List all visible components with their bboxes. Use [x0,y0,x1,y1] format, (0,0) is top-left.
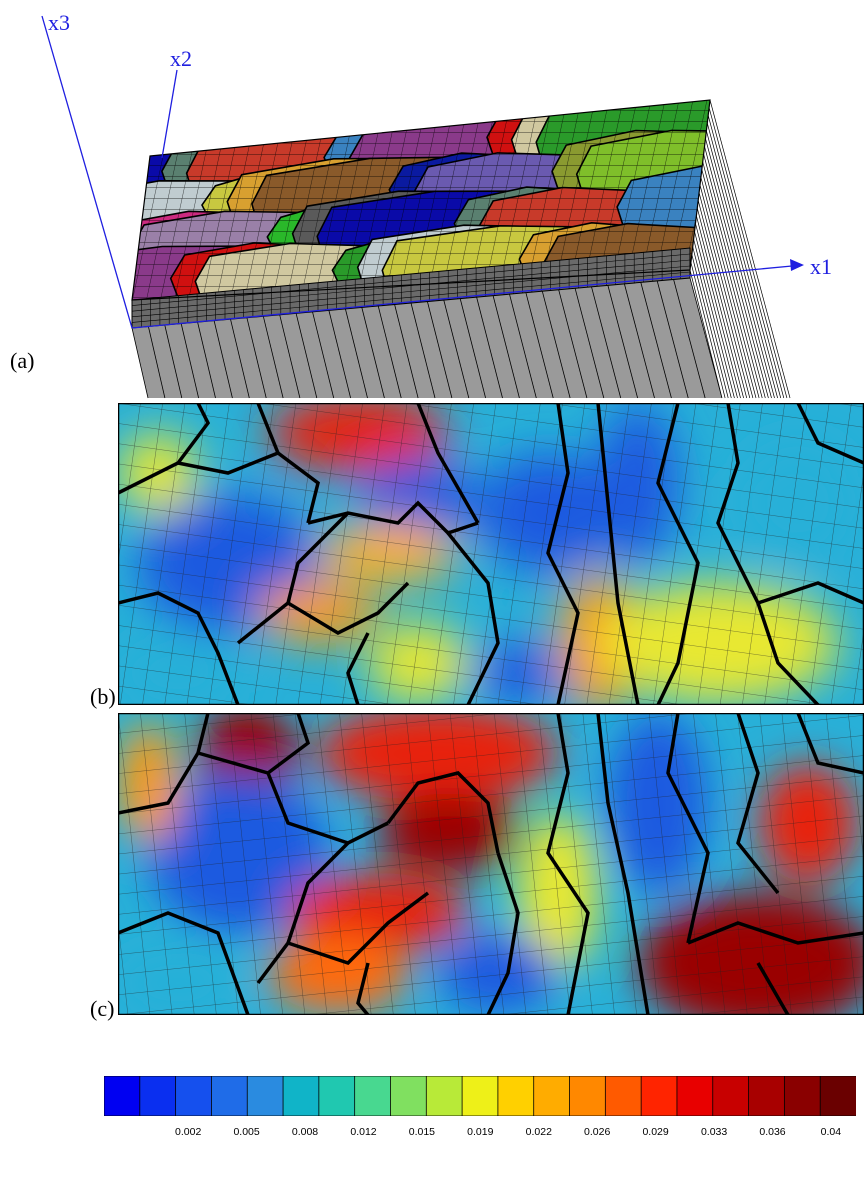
grain-mesh-3d [41,15,804,399]
axis-label-x1: x1 [810,254,832,279]
colorbar-swatch [211,1076,249,1116]
colorbar-tick-label: 0.029 [642,1126,669,1138]
colorbar-tick-label: 0.04 [820,1126,842,1138]
colorbar-swatch [175,1076,213,1116]
colorbar-tick-label: 0.005 [233,1126,260,1138]
colorbar-swatch [497,1076,535,1116]
colorbar-tick-label: 0.036 [759,1126,786,1138]
axis-lines [41,15,804,329]
colorbar-tick-label: 0.033 [700,1126,728,1138]
colorbar-swatch [282,1076,320,1116]
colorbar-swatch [783,1076,822,1116]
field-map-b [118,403,864,705]
slab-side [131,277,723,399]
grain-boundaries-b [118,403,864,705]
panel-label-c: (c) [90,996,115,1021]
grain-boundaries-c [118,713,864,1015]
panel-label-b: (b) [90,684,116,709]
colorbar-tick-label: 0.002 [175,1126,202,1138]
colorbar-swatch [354,1076,392,1116]
field-map-c [118,713,864,1015]
axis-label-x3: x3 [48,10,70,35]
axis-label-x2: x2 [170,46,192,71]
colorbar-swatch [604,1076,643,1116]
colorbar-tick-label: 0.008 [291,1126,319,1138]
colorbar-swatch [104,1076,141,1116]
colorbar-swatch [318,1076,356,1116]
colorbar-swatch [425,1076,464,1116]
colorbar-tick-label: 0.022 [525,1126,552,1138]
colorbar-swatch [533,1076,571,1116]
colorbar [104,1076,856,1116]
colorbar-tick-label: 0.015 [408,1126,436,1138]
colorbar-swatch [139,1076,177,1116]
panel-label-a: (a) [10,348,35,373]
colorbar-swatch [461,1076,499,1116]
colorbar-swatch [748,1076,786,1116]
colorbar-swatch [569,1076,607,1116]
colorbar-tick-label: 0.012 [350,1126,377,1138]
colorbar-swatch [390,1076,428,1116]
colorbar-swatch [640,1076,678,1116]
slab-right-face [689,99,791,399]
colorbar-swatch [676,1076,714,1116]
colorbar-swatch [246,1076,284,1116]
colorbar-tick-label: 0.019 [467,1126,494,1138]
colorbar-swatch [712,1076,750,1116]
colorbar-swatch [819,1076,856,1116]
colorbar-tick-label: 0.026 [584,1126,611,1138]
